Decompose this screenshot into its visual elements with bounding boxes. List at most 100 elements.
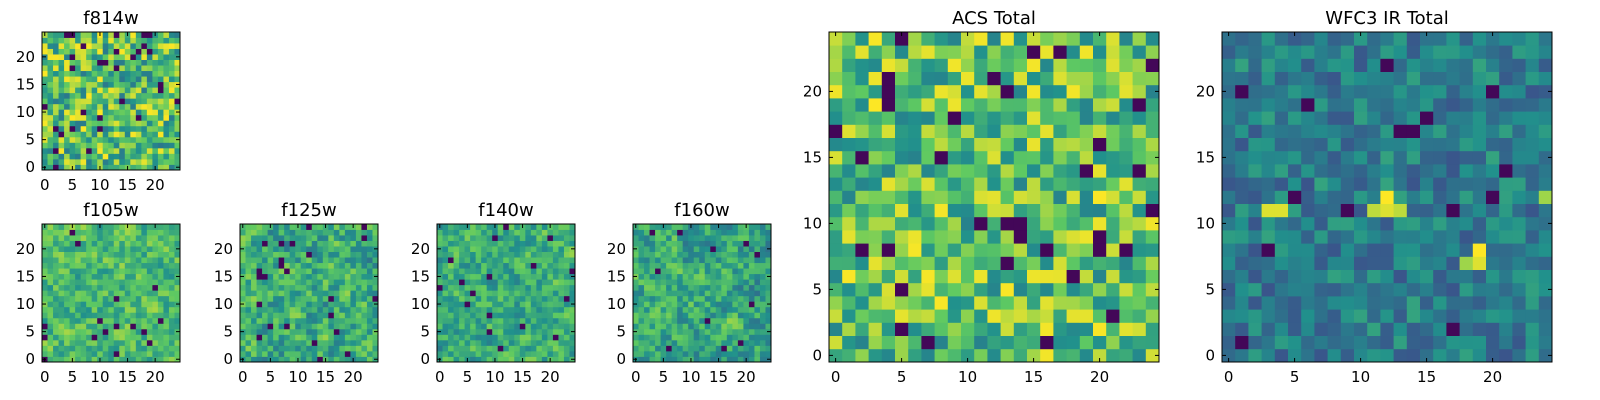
heatmap-cell — [660, 235, 667, 241]
heatmap-cell — [163, 317, 170, 324]
heatmap-cell — [311, 257, 318, 264]
heatmap-cell — [525, 246, 532, 252]
heatmap-cell — [1327, 124, 1342, 138]
heatmap-cell — [289, 229, 296, 236]
heatmap-cell — [552, 290, 559, 297]
heatmap-cell — [660, 262, 667, 269]
heatmap-cell — [108, 229, 115, 236]
heatmap-cell — [1053, 150, 1067, 165]
heatmap-cell — [704, 290, 711, 297]
heatmap-cell — [119, 153, 126, 160]
heatmap-cell — [317, 350, 324, 357]
heatmap-cell — [453, 290, 460, 297]
heatmap-cell — [64, 114, 70, 121]
heatmap-cell — [704, 240, 711, 247]
heatmap-cell — [75, 295, 82, 302]
heatmap-cell — [1340, 269, 1355, 284]
heatmap-cell — [91, 131, 98, 138]
heatmap-cell — [660, 323, 667, 330]
heatmap-cell — [1446, 322, 1460, 336]
heatmap-cell — [168, 109, 175, 116]
heatmap-cell — [1132, 164, 1147, 178]
heatmap-cell — [1446, 150, 1460, 165]
heatmap-cell — [339, 284, 346, 291]
heatmap-cell — [868, 137, 883, 152]
heatmap-cell — [311, 306, 318, 313]
heatmap-cell — [146, 235, 153, 241]
heatmap-cell — [1000, 256, 1015, 270]
heatmap-cell — [157, 48, 164, 55]
heatmap-cell — [119, 81, 126, 88]
x-tick-label: 10 — [90, 368, 109, 386]
heatmap-cell — [75, 290, 82, 297]
heatmap-cell — [1367, 32, 1381, 46]
heatmap-cell — [743, 334, 750, 341]
heatmap-cell — [1145, 98, 1160, 112]
heatmap-cell — [530, 345, 537, 352]
heatmap-cell — [737, 290, 744, 297]
heatmap-cell — [660, 273, 667, 280]
heatmap-cell — [146, 306, 153, 313]
y-tick-label: 0 — [25, 158, 35, 176]
heatmap-cell — [102, 356, 109, 363]
heatmap-cell — [1314, 256, 1328, 270]
heatmap-cell — [262, 268, 268, 275]
heatmap-cell — [80, 273, 87, 280]
heatmap-cell — [765, 323, 772, 330]
heatmap-cell — [1393, 177, 1408, 191]
heatmap-cell — [119, 295, 126, 302]
heatmap-cell — [113, 43, 120, 49]
heatmap-cell — [459, 240, 465, 247]
heatmap-cell — [868, 190, 883, 204]
heatmap-cell — [174, 240, 181, 247]
heatmap-cell — [75, 262, 82, 269]
heatmap-cell — [1420, 282, 1434, 297]
heatmap-cell — [666, 323, 673, 330]
heatmap-cell — [69, 312, 76, 319]
heatmap-cell — [552, 306, 559, 313]
heatmap-cell — [339, 257, 346, 264]
heatmap-cell — [710, 306, 717, 313]
heatmap-cell — [442, 295, 449, 302]
heatmap-cell — [688, 306, 695, 313]
heatmap-cell — [80, 109, 87, 116]
heatmap-cell — [552, 246, 559, 252]
heatmap-cell — [306, 224, 313, 230]
heatmap-cell — [459, 290, 465, 297]
heatmap-cell — [1132, 150, 1147, 165]
heatmap-cell — [519, 251, 526, 258]
heatmap-cell — [75, 312, 82, 319]
heatmap-cell — [113, 262, 120, 269]
heatmap-cell — [1367, 348, 1381, 363]
heatmap-cell — [1301, 335, 1315, 350]
heatmap-cell — [1525, 216, 1540, 231]
heatmap-cell — [552, 339, 559, 346]
heatmap-cell — [141, 164, 148, 171]
heatmap-cell — [355, 306, 362, 313]
heatmap-cell — [1145, 269, 1160, 284]
heatmap-cell — [69, 251, 76, 258]
heatmap-cell — [1420, 164, 1434, 178]
heatmap-cell — [677, 334, 684, 341]
heatmap-cell — [726, 229, 733, 236]
heatmap-cell — [91, 164, 98, 171]
heatmap-cell — [547, 323, 554, 330]
heatmap-cell — [486, 328, 493, 335]
heatmap-cell — [1327, 216, 1342, 231]
heatmap-cell — [693, 246, 700, 252]
heatmap-cell — [704, 345, 711, 352]
heatmap-cell — [536, 356, 543, 363]
heatmap-cell — [1119, 243, 1133, 257]
heatmap-cell — [102, 323, 109, 330]
heatmap-cell — [108, 345, 115, 352]
heatmap-cell — [448, 356, 454, 363]
heatmap-cell — [113, 70, 120, 77]
heatmap-cell — [119, 98, 126, 105]
heatmap-cell — [682, 356, 689, 363]
heatmap-cell — [855, 32, 869, 46]
heatmap-cell — [135, 229, 142, 236]
heatmap-cell — [141, 224, 148, 230]
heatmap-cell — [91, 268, 98, 275]
heatmap-cell — [1538, 177, 1553, 191]
heatmap-cell — [97, 142, 104, 149]
